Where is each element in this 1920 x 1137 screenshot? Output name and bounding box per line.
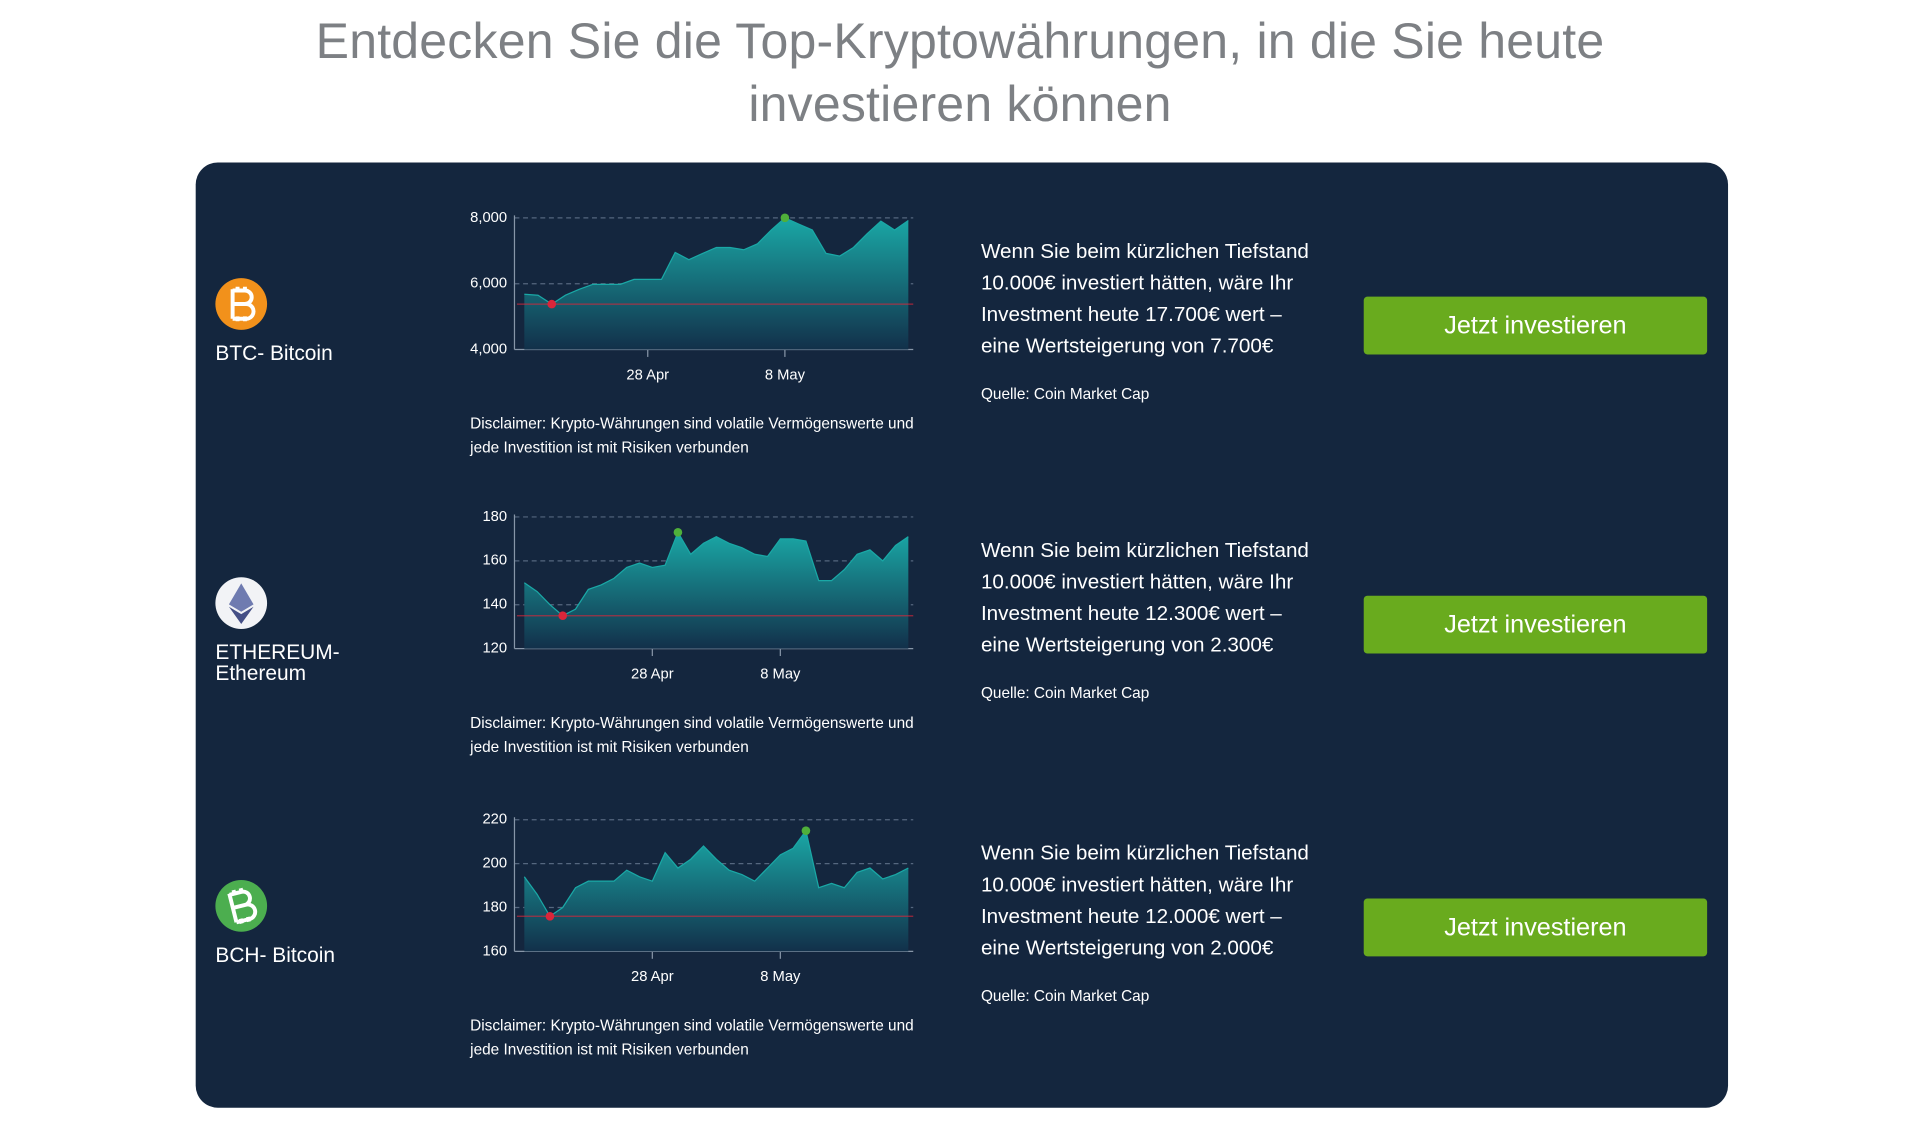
y-tick-label: 160 bbox=[482, 553, 507, 569]
source: Quelle: Coin Market Cap bbox=[981, 386, 1149, 403]
investment-text: 10.000€ investiert hätten, wäre Ihr bbox=[981, 271, 1293, 294]
area bbox=[524, 217, 909, 350]
source: Quelle: Coin Market Cap bbox=[981, 988, 1149, 1005]
y-tick-label: 4,000 bbox=[470, 341, 507, 357]
source: Quelle: Coin Market Cap bbox=[981, 685, 1149, 702]
disclaimer: Disclaimer: Krypto-Währungen sind volati… bbox=[470, 715, 914, 732]
disclaimer: jede Investition ist mit Risiken verbund… bbox=[469, 739, 749, 756]
invest-button-label: Jetzt investieren bbox=[1444, 611, 1626, 639]
investment-text: Investment heute 12.300€ wert – bbox=[981, 602, 1282, 625]
min-marker bbox=[545, 911, 555, 921]
y-tick-label: 120 bbox=[482, 641, 507, 657]
investment-text: Wenn Sie beim kürzlichen Tiefstand bbox=[981, 240, 1309, 263]
investment-text: Investment heute 17.700€ wert – bbox=[981, 303, 1282, 326]
coin-name: BTC- Bitcoin bbox=[215, 342, 332, 365]
area-line bbox=[523, 530, 909, 617]
y-tick-label: 8,000 bbox=[470, 210, 507, 226]
disclaimer: jede Investition ist mit Risiken verbund… bbox=[469, 440, 749, 457]
page-title: Entdecken Sie die Top-Kryptowährungen, i… bbox=[315, 13, 1605, 132]
investment-text: 10.000€ investiert hätten, wäre Ihr bbox=[981, 570, 1293, 593]
invest-button[interactable]: Jetzt investieren bbox=[1363, 898, 1708, 957]
x-tick-label: 8 May bbox=[765, 367, 806, 383]
coin-name: Ethereum bbox=[215, 662, 306, 685]
investment-text: eine Wertsteigerung von 7.700€ bbox=[981, 335, 1274, 358]
x-tick-label: 28 Apr bbox=[626, 367, 669, 383]
x-tick-label: 28 Apr bbox=[631, 969, 674, 985]
invest-button-bg bbox=[1363, 898, 1708, 957]
invest-button[interactable]: Jetzt investieren bbox=[1363, 296, 1708, 355]
invest-button-label: Jetzt investieren bbox=[1444, 311, 1626, 339]
y-tick-label: 220 bbox=[482, 812, 507, 828]
ethereum-glyph-top bbox=[228, 583, 254, 612]
invest-button-bg bbox=[1363, 595, 1708, 654]
area-line bbox=[523, 829, 909, 918]
x-tick-label: 8 May bbox=[760, 666, 801, 682]
disclaimer: jede Investition ist mit Risiken verbund… bbox=[469, 1042, 749, 1059]
ethereum-glyph-bottom bbox=[228, 606, 254, 625]
disclaimer: Disclaimer: Krypto-Währungen sind volati… bbox=[470, 1018, 914, 1035]
panel-background bbox=[195, 162, 1729, 1108]
invest-button-label: Jetzt investieren bbox=[1444, 913, 1626, 941]
x-tick-label: 28 Apr bbox=[631, 666, 674, 682]
max-marker bbox=[673, 527, 683, 537]
bitcoin-cash-glyph bbox=[227, 887, 258, 925]
invest-button-bg bbox=[1363, 296, 1708, 355]
investment-text: Wenn Sie beim kürzlichen Tiefstand bbox=[981, 539, 1309, 562]
max-marker bbox=[780, 213, 790, 223]
area-line bbox=[524, 217, 909, 305]
investment-text: Wenn Sie beim kürzlichen Tiefstand bbox=[981, 842, 1309, 865]
coin-name: BCH- Bitcoin bbox=[215, 944, 335, 967]
y-tick-label: 140 bbox=[482, 597, 507, 613]
disclaimer: Disclaimer: Krypto-Währungen sind volati… bbox=[470, 416, 914, 433]
crypto-row: ETHEREUM-Ethereum Disclaimer: Krypto-Währ… bbox=[215, 509, 1708, 756]
y-tick-label: 180 bbox=[482, 899, 507, 915]
min-marker bbox=[558, 611, 568, 621]
coin-name: ETHEREUM- bbox=[215, 641, 339, 664]
investment-text: Investment heute 12.000€ wert – bbox=[981, 905, 1282, 928]
x-tick-label: 8 May bbox=[760, 969, 801, 985]
investment-text: 10.000€ investiert hätten, wäre Ihr bbox=[981, 873, 1293, 896]
y-tick-label: 180 bbox=[482, 509, 507, 525]
min-marker bbox=[547, 299, 557, 309]
investment-text: eine Wertsteigerung von 2.300€ bbox=[981, 634, 1274, 657]
max-marker bbox=[801, 826, 811, 835]
y-tick-label: 6,000 bbox=[470, 276, 507, 292]
y-tick-label: 160 bbox=[482, 943, 507, 959]
crypto-row: BTC- Bitcoin Disclaimer: Krypto-Währungen… bbox=[215, 210, 1708, 457]
crypto-row: BCH- Bitcoin Disclaimer: Krypto-Währungen… bbox=[215, 812, 1708, 1059]
y-tick-label: 200 bbox=[482, 856, 507, 872]
bitcoin-glyph bbox=[230, 286, 256, 322]
investment-text: eine Wertsteigerung von 2.000€ bbox=[981, 937, 1274, 960]
invest-button[interactable]: Jetzt investieren bbox=[1363, 595, 1708, 654]
